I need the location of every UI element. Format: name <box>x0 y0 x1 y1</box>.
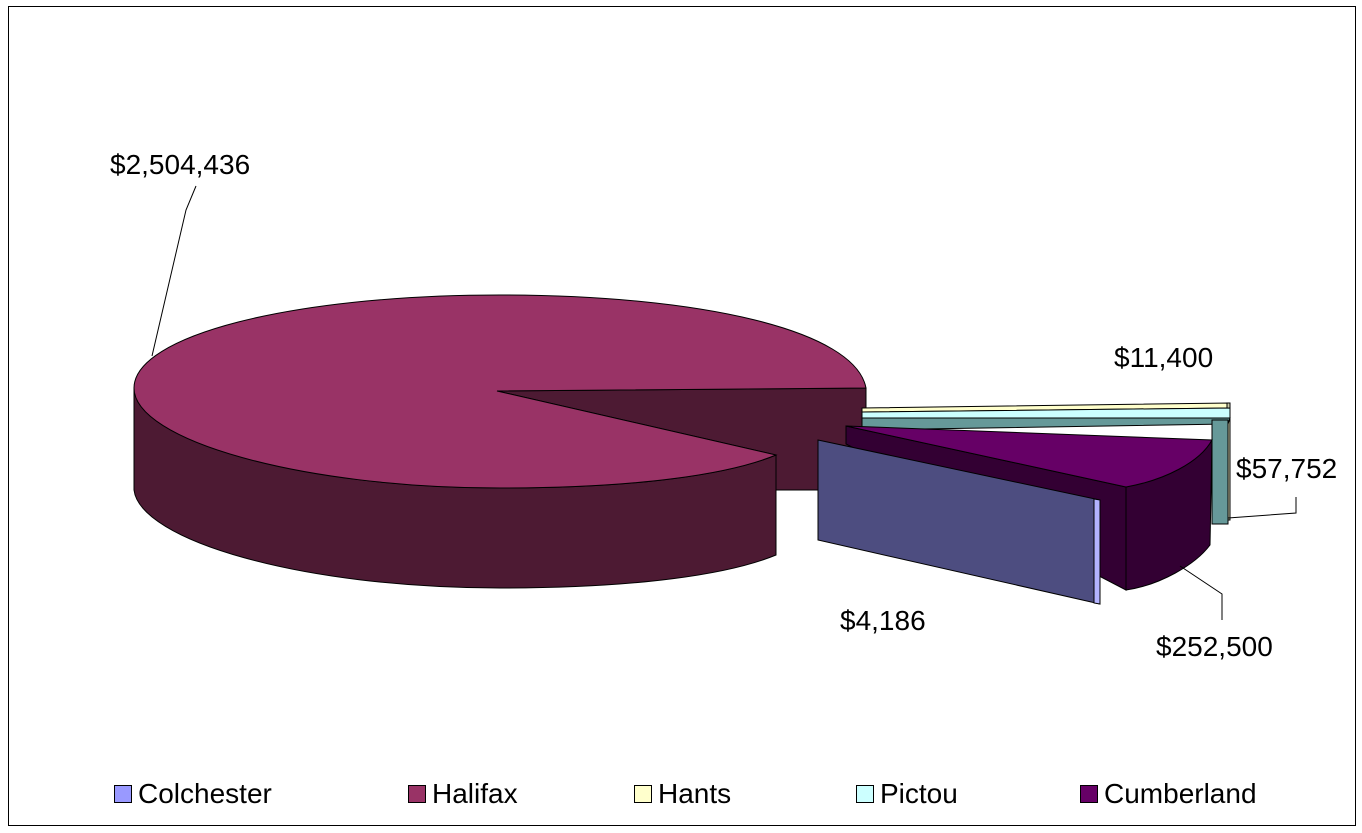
legend-item-cumberland: Cumberland <box>1080 764 1257 824</box>
slice-halifax <box>133 294 867 589</box>
chart-legend: Colchester Halifax Hants Pictou Cumberla… <box>0 764 1362 824</box>
slice-halifax-top <box>133 294 867 489</box>
legend-item-halifax: Halifax <box>408 764 518 824</box>
legend-label-halifax: Halifax <box>432 778 518 809</box>
legend-swatch-halifax <box>408 785 426 803</box>
legend-swatch-cumberland <box>1080 785 1098 803</box>
data-label-hants: $11,400 <box>1114 342 1213 373</box>
legend-swatch-pictou <box>856 785 874 803</box>
legend-item-hants: Hants <box>634 764 731 824</box>
leader-line-pictou <box>1227 497 1297 519</box>
data-label-cumberland: $252,500 <box>1156 631 1273 662</box>
leader-line-cumberland <box>1179 565 1223 620</box>
pie-chart: $2,504,436 $11,400 $57,752 $4,186 $252,5… <box>110 149 1337 662</box>
data-label-colchester: $4,186 <box>840 605 926 636</box>
legend-item-pictou: Pictou <box>856 764 958 824</box>
slice-pictou <box>861 407 1231 525</box>
data-label-pictou: $57,752 <box>1236 453 1337 484</box>
legend-label-colchester: Colchester <box>138 778 272 809</box>
legend-swatch-colchester <box>114 785 132 803</box>
leader-line-halifax <box>151 185 197 357</box>
data-label-halifax: $2,504,436 <box>110 149 250 180</box>
legend-item-colchester: Colchester <box>114 764 272 824</box>
legend-swatch-hants <box>634 785 652 803</box>
slice-colchester <box>817 439 1101 605</box>
legend-label-cumberland: Cumberland <box>1104 778 1257 809</box>
legend-label-hants: Hants <box>658 778 732 809</box>
legend-label-pictou: Pictou <box>880 778 958 809</box>
